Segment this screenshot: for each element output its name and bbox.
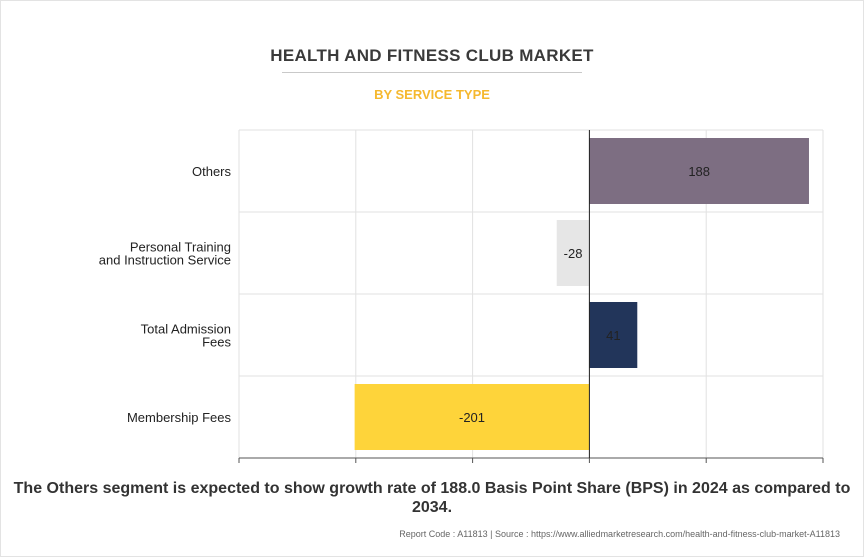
bar [589, 138, 809, 204]
report-code: Report Code : A11813 [399, 529, 488, 539]
bar-chart: 188 Others -28 Personal Training and Instruc… [99, 129, 824, 463]
category-label: Membership Fees [127, 410, 232, 425]
bar [354, 384, 590, 450]
data-label: -28 [564, 246, 583, 261]
chart-title: HEALTH AND FITNESS CLUB MARKET [270, 46, 594, 65]
data-label: -201 [459, 410, 485, 425]
bar [556, 220, 590, 286]
title-divider [282, 72, 582, 73]
footer-separator: | [490, 529, 493, 539]
category-label: Total Admission Fees [141, 322, 232, 350]
chart-subtitle: BY SERVICE TYPE [374, 87, 490, 102]
category-label: Personal Training and Instruction Service [99, 240, 231, 268]
data-label: 41 [606, 328, 620, 343]
chart-caption: The Others segment is expected to show g… [13, 480, 851, 516]
category-label: Others [192, 164, 232, 179]
source-footer: Report Code : A11813 | Source : https://… [399, 529, 840, 539]
bar [589, 302, 638, 368]
source-link[interactable]: Source : https://www.alliedmarketresearc… [495, 529, 840, 539]
data-label: 188 [688, 164, 710, 179]
